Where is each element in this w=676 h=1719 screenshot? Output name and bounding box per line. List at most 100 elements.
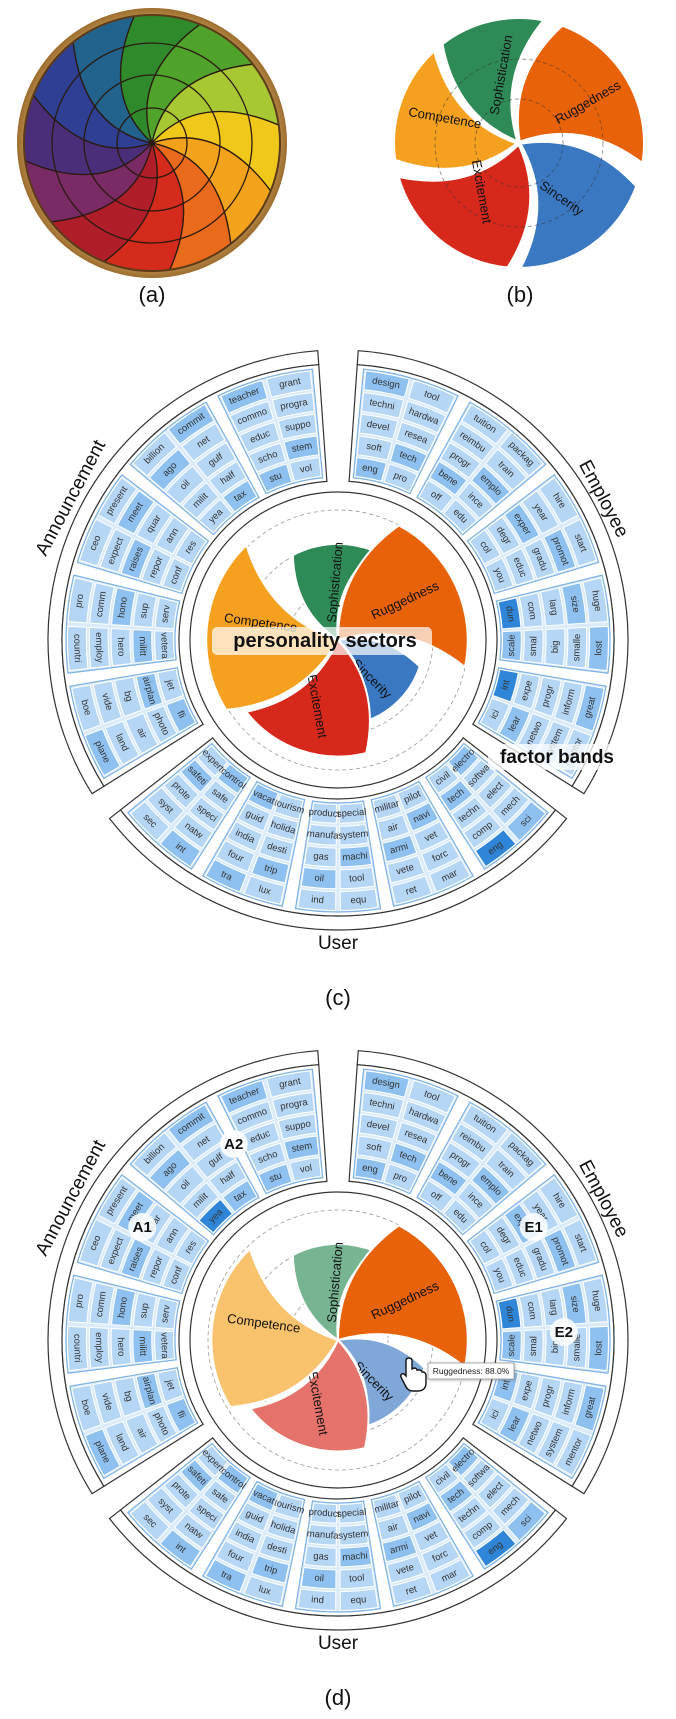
band-word: armi — [389, 1541, 410, 1557]
factor-band[interactable]: sciengmechcompelecttechnsoftwatechelectr… — [424, 1442, 550, 1570]
band-word: ceo — [88, 534, 104, 552]
band-word: ici — [488, 1408, 502, 1421]
band-word: manufa — [306, 1528, 339, 1542]
marker-a1-bg — [128, 1213, 157, 1241]
factor-band[interactable]: greatmentorinformsystemprogrnetwoexpelea… — [477, 1367, 607, 1480]
band-word: progra — [279, 397, 309, 413]
band-word: fli — [174, 709, 187, 720]
sector-excitement[interactable] — [244, 638, 371, 758]
band-word: fli — [174, 1409, 187, 1420]
marker-e1-bg — [519, 1213, 548, 1241]
sector-excitement[interactable] — [248, 1338, 370, 1453]
band-word: trip — [263, 1563, 279, 1577]
band-word: gas — [313, 851, 329, 863]
band-word: soft — [365, 441, 382, 455]
band-word: oil — [314, 1573, 324, 1585]
band-word: tra — [219, 1569, 234, 1584]
sector-sophistication[interactable] — [291, 542, 376, 643]
band-word: grant — [278, 1076, 302, 1091]
sector-competence — [391, 45, 524, 172]
band-word: suppo — [284, 1118, 311, 1134]
band-word: desti — [266, 841, 288, 857]
panel-a-color-wheel — [17, 8, 287, 278]
band-word: sup — [138, 1302, 151, 1319]
wheel-ring — [51, 42, 253, 244]
band-word: stem — [291, 440, 313, 455]
band-word: smal — [528, 636, 540, 656]
sector-ruggedness[interactable] — [336, 1224, 469, 1369]
factor-band[interactable]: huge lost size smalle larg big com smal dun scale — [495, 574, 611, 674]
band-word: machi — [342, 850, 368, 863]
band-word: vetera — [158, 1332, 170, 1359]
band-word: armi — [389, 841, 410, 857]
factor-band[interactable]: teachergrantcommoprograeducsupposchostem… — [217, 1068, 324, 1195]
band-word: eng — [361, 1162, 379, 1176]
band-word: serv — [159, 1304, 173, 1324]
band-word: tool — [349, 1572, 365, 1584]
band-word: lost — [593, 1340, 604, 1355]
band-word: smalle — [571, 634, 583, 662]
band-word: devel — [366, 419, 390, 434]
factor-band[interactable]: tuitionpackagreimbutrainprogremplobenein… — [416, 1101, 547, 1236]
band-word: serv — [159, 604, 173, 624]
factor-band[interactable]: countri pro employ comm hero hono militt sup vet… — [65, 1274, 181, 1374]
band-word: vet — [423, 1529, 439, 1545]
band-word: hono — [116, 596, 130, 619]
band-word: expe — [519, 1379, 535, 1402]
band-word: larg — [546, 1299, 559, 1316]
factor-band[interactable]: ceopresentexpectmeetraisesquarreporannco… — [76, 473, 210, 595]
band-word: jet — [163, 1378, 177, 1392]
factor-band[interactable]: billioncommitagonetoilgulfmilithalfyeata… — [129, 1101, 260, 1236]
marker-a2: A2 — [224, 1136, 243, 1153]
marker-e1: E1 — [525, 1219, 543, 1236]
band-word: ind — [311, 894, 325, 906]
factor-band[interactable]: hirestartyearpromotexpergradudegreduccol… — [466, 473, 600, 595]
band-word: scale — [506, 634, 518, 657]
band-word: machi — [342, 1550, 368, 1563]
factor-band[interactable]: countri pro employ comm hero hono militt sup vet… — [65, 574, 181, 674]
band-word: progra — [279, 1097, 309, 1113]
band-word: ind — [311, 1594, 325, 1606]
band-word: design — [371, 375, 401, 391]
band-word: countri — [71, 1334, 83, 1363]
sector-competence[interactable] — [210, 1247, 340, 1409]
band-word: ceo — [88, 1234, 104, 1252]
factor-band[interactable]: tuitionpackagreimbutrainprogremplobenein… — [416, 401, 547, 536]
sector-sophistication[interactable] — [291, 1242, 376, 1343]
band-word: col — [477, 1239, 493, 1255]
band-word: soft — [365, 1141, 382, 1155]
band-word: hero — [115, 1337, 127, 1356]
factor-band[interactable]: sciengmechcompelecttechnsoftwatechelectr… — [424, 742, 550, 870]
factor-band[interactable]: designtooltechnihardwadevelreseasofttech… — [352, 1068, 459, 1195]
band-word: techni — [369, 397, 396, 412]
band-word: tool — [422, 1088, 440, 1104]
marker-e2: E2 — [555, 1324, 573, 1341]
band-word: vetera — [158, 632, 170, 659]
sector-sincerity — [515, 138, 640, 272]
band-word: grant — [278, 376, 302, 391]
band-word: pro — [73, 1293, 86, 1308]
band-word: lux — [257, 1584, 272, 1598]
band-word: smal — [528, 1336, 540, 1356]
band-word: int — [499, 678, 512, 691]
band-word: comm — [94, 1291, 109, 1318]
band-word: manufa — [306, 828, 339, 842]
band-word: vol — [299, 1163, 313, 1176]
band-word: ret — [404, 884, 418, 898]
sector-excitement — [394, 139, 534, 271]
band-word: design — [371, 1075, 401, 1091]
factor-band[interactable]: teachergrantcommoprograeducsupposchostem… — [217, 368, 324, 495]
band-word: tool — [349, 872, 365, 884]
factor-band[interactable]: designtooltechnihardwadevelreseasofttech… — [352, 368, 459, 495]
